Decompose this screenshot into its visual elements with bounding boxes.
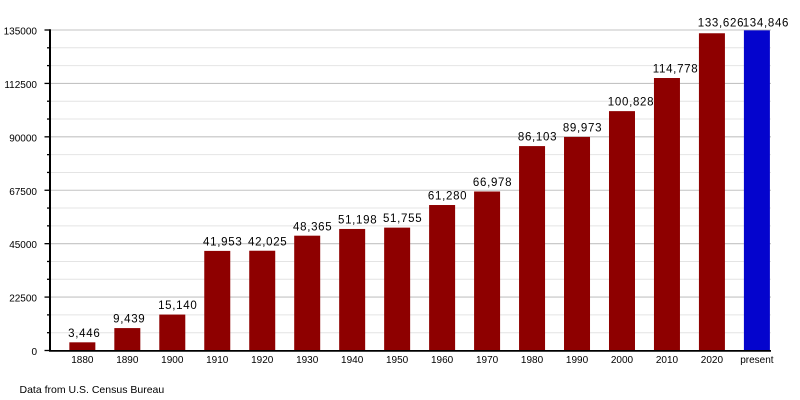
svg-text:3,446: 3,446: [68, 328, 100, 340]
svg-text:1900: 1900: [161, 355, 184, 366]
svg-text:45000: 45000: [9, 240, 37, 251]
svg-text:present: present: [740, 355, 774, 366]
svg-text:2010: 2010: [656, 355, 679, 366]
svg-text:1950: 1950: [386, 355, 409, 366]
svg-text:114,778: 114,778: [653, 64, 699, 76]
svg-text:51,755: 51,755: [383, 213, 422, 225]
svg-text:51,198: 51,198: [338, 215, 377, 227]
svg-text:1880: 1880: [71, 355, 94, 366]
svg-text:134,846: 134,846: [743, 17, 789, 29]
svg-text:41,953: 41,953: [203, 237, 242, 249]
svg-text:2020: 2020: [701, 355, 724, 366]
svg-text:9,439: 9,439: [113, 314, 145, 326]
svg-text:89,973: 89,973: [563, 123, 602, 135]
svg-text:135000: 135000: [4, 27, 38, 38]
svg-text:1910: 1910: [206, 355, 229, 366]
svg-text:1930: 1930: [296, 355, 319, 366]
svg-text:67500: 67500: [9, 187, 37, 198]
svg-text:133,626: 133,626: [698, 18, 744, 30]
svg-text:1980: 1980: [521, 355, 544, 366]
svg-text:1960: 1960: [431, 355, 454, 366]
svg-text:90000: 90000: [9, 133, 37, 144]
svg-text:48,365: 48,365: [293, 221, 332, 233]
svg-text:100,828: 100,828: [608, 97, 654, 109]
svg-text:61,280: 61,280: [428, 191, 467, 203]
svg-text:22500: 22500: [9, 294, 37, 305]
svg-text:15,140: 15,140: [158, 300, 197, 312]
svg-text:1990: 1990: [566, 355, 589, 366]
svg-text:Data from U.S. Census Bureau: Data from U.S. Census Bureau: [20, 384, 165, 396]
svg-text:112500: 112500: [4, 80, 37, 91]
svg-text:42,025: 42,025: [248, 236, 287, 248]
svg-text:2000: 2000: [611, 355, 634, 366]
svg-text:1940: 1940: [341, 355, 364, 366]
svg-text:0: 0: [31, 347, 37, 358]
svg-text:1920: 1920: [251, 355, 274, 366]
svg-text:86,103: 86,103: [518, 132, 557, 144]
svg-text:1970: 1970: [476, 355, 499, 366]
svg-text:1890: 1890: [116, 355, 139, 366]
svg-text:66,978: 66,978: [473, 177, 512, 189]
